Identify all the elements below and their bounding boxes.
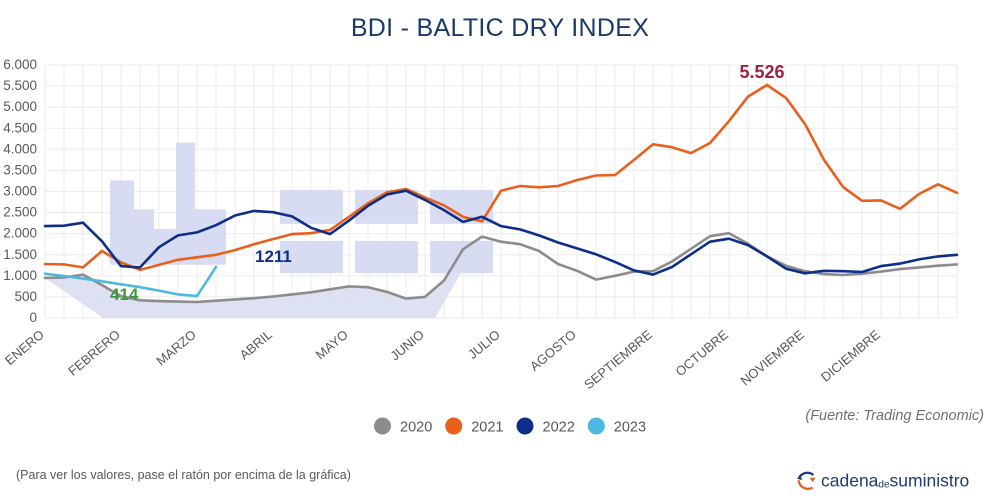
svg-text:3.500: 3.500 [3,162,37,177]
svg-text:ABRIL: ABRIL [237,327,275,363]
svg-text:OCTUBRE: OCTUBRE [673,327,732,380]
svg-text:ENERO: ENERO [2,327,47,368]
svg-text:5.500: 5.500 [3,78,37,93]
svg-text:DICIEMBRE: DICIEMBRE [818,327,883,385]
svg-text:cadenadesuministro: cadenadesuministro [821,471,969,491]
svg-text:2021: 2021 [471,420,503,436]
svg-text:4.000: 4.000 [3,141,37,156]
svg-text:0: 0 [29,310,37,325]
svg-text:5.000: 5.000 [3,99,37,114]
svg-text:1211: 1211 [255,247,292,266]
svg-text:NOVIEMBRE: NOVIEMBRE [738,327,808,389]
svg-text:2023: 2023 [614,420,646,436]
svg-text:JUNIO: JUNIO [387,327,427,364]
svg-text:2022: 2022 [543,420,575,436]
svg-text:1.000: 1.000 [3,268,37,283]
svg-text:414: 414 [110,285,139,304]
svg-text:MARZO: MARZO [153,327,199,369]
svg-text:AGOSTO: AGOSTO [527,327,579,374]
svg-text:JULIO: JULIO [465,327,503,362]
svg-text:2020: 2020 [400,420,432,436]
svg-text:FEBRERO: FEBRERO [65,327,123,379]
svg-text:SEPTIEMBRE: SEPTIEMBRE [581,327,655,393]
svg-text:2.500: 2.500 [3,205,37,220]
svg-text:5.526: 5.526 [739,62,784,82]
svg-text:MAYO: MAYO [313,327,351,362]
svg-text:2.000: 2.000 [3,226,37,241]
svg-text:6.000: 6.000 [3,57,37,72]
svg-text:1.500: 1.500 [3,247,37,262]
svg-text:3.000: 3.000 [3,184,37,199]
svg-text:4.500: 4.500 [3,120,37,135]
svg-text:500: 500 [14,289,37,304]
